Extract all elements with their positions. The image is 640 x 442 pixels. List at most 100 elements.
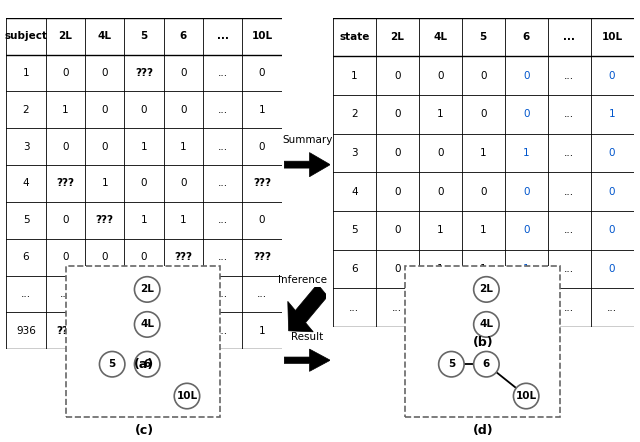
- Text: 2: 2: [351, 109, 358, 119]
- Text: 0: 0: [259, 68, 265, 78]
- Text: 0: 0: [259, 141, 265, 152]
- Text: 1: 1: [480, 148, 486, 158]
- Text: 0: 0: [259, 215, 265, 225]
- Text: 0: 0: [62, 141, 68, 152]
- Text: ...: ...: [60, 289, 70, 299]
- Text: ...: ...: [564, 264, 574, 274]
- Text: 0: 0: [141, 326, 147, 336]
- Circle shape: [474, 312, 499, 337]
- Text: 0: 0: [180, 179, 187, 188]
- Text: ...: ...: [564, 109, 574, 119]
- Text: 0: 0: [62, 215, 68, 225]
- Text: ...: ...: [218, 141, 228, 152]
- Text: 0: 0: [437, 71, 444, 81]
- Text: 0: 0: [523, 225, 529, 236]
- Text: 0: 0: [609, 264, 616, 274]
- Text: 0: 0: [523, 71, 529, 81]
- Text: 1: 1: [180, 215, 187, 225]
- Text: 1: 1: [437, 109, 444, 119]
- Text: 4L: 4L: [98, 31, 112, 41]
- Text: 0: 0: [141, 105, 147, 115]
- Text: 0: 0: [180, 68, 187, 78]
- Text: 0: 0: [394, 187, 401, 197]
- Text: 0: 0: [523, 109, 529, 119]
- Text: ???: ???: [56, 326, 74, 336]
- Text: ...: ...: [218, 105, 228, 115]
- Text: 0: 0: [523, 187, 529, 197]
- Text: 6: 6: [483, 359, 490, 369]
- Circle shape: [134, 351, 160, 377]
- Text: ???: ???: [135, 68, 153, 78]
- Text: 1: 1: [351, 71, 358, 81]
- Text: 0: 0: [609, 225, 616, 236]
- Text: 0: 0: [394, 71, 401, 81]
- Text: ???: ???: [253, 252, 271, 262]
- Text: Summary: Summary: [282, 135, 332, 145]
- Text: 4L: 4L: [433, 32, 447, 42]
- Text: ...: ...: [139, 289, 149, 299]
- Text: ...: ...: [216, 31, 228, 41]
- Circle shape: [474, 277, 499, 302]
- Polygon shape: [288, 284, 328, 332]
- Text: ???: ???: [253, 179, 271, 188]
- Text: state: state: [339, 32, 369, 42]
- Circle shape: [99, 351, 125, 377]
- Text: 4: 4: [23, 179, 29, 188]
- Text: 0: 0: [101, 141, 108, 152]
- Text: ...: ...: [218, 252, 228, 262]
- Text: ...: ...: [218, 179, 228, 188]
- Text: 0: 0: [180, 326, 187, 336]
- Text: ...: ...: [218, 68, 228, 78]
- Text: (b): (b): [473, 336, 493, 349]
- Text: 0: 0: [609, 148, 616, 158]
- Text: 5: 5: [479, 32, 487, 42]
- Text: ...: ...: [564, 303, 574, 313]
- Text: 2L: 2L: [58, 31, 72, 41]
- Text: 0: 0: [480, 109, 486, 119]
- Text: 2L: 2L: [390, 32, 404, 42]
- Text: 1: 1: [480, 264, 486, 274]
- Text: ...: ...: [100, 289, 109, 299]
- Polygon shape: [284, 152, 330, 177]
- Text: 0: 0: [609, 71, 616, 81]
- Text: 1: 1: [437, 264, 444, 274]
- Text: ???: ???: [174, 252, 192, 262]
- Text: 6: 6: [180, 31, 187, 41]
- Text: ...: ...: [564, 71, 574, 81]
- Text: ...: ...: [564, 148, 574, 158]
- Text: 10L: 10L: [516, 391, 537, 401]
- Text: 6: 6: [351, 264, 358, 274]
- Text: 4: 4: [351, 187, 358, 197]
- Text: ...: ...: [349, 303, 359, 313]
- Text: 10L: 10L: [177, 391, 198, 401]
- Text: (c): (c): [134, 424, 154, 438]
- Text: 3: 3: [351, 148, 358, 158]
- Text: 1: 1: [141, 141, 147, 152]
- Text: 936: 936: [16, 326, 36, 336]
- Text: 6: 6: [143, 359, 151, 369]
- Text: ...: ...: [179, 289, 188, 299]
- Text: ...: ...: [218, 289, 228, 299]
- Text: 2: 2: [23, 105, 29, 115]
- Text: 1: 1: [141, 215, 147, 225]
- Text: 1: 1: [523, 148, 529, 158]
- Text: 0: 0: [141, 179, 147, 188]
- Text: 4L: 4L: [479, 320, 493, 329]
- Text: 5: 5: [140, 31, 148, 41]
- Text: 5: 5: [109, 359, 116, 369]
- Text: 5: 5: [448, 359, 455, 369]
- Circle shape: [438, 351, 464, 377]
- Text: 5: 5: [351, 225, 358, 236]
- Text: 0: 0: [609, 187, 616, 197]
- Text: 0: 0: [62, 68, 68, 78]
- Text: 0: 0: [101, 105, 108, 115]
- Text: Result: Result: [291, 332, 323, 342]
- Text: 2L: 2L: [479, 284, 493, 294]
- Text: ...: ...: [478, 303, 488, 313]
- Text: 10L: 10L: [602, 32, 623, 42]
- Text: ...: ...: [435, 303, 445, 313]
- Text: ...: ...: [392, 303, 403, 313]
- Text: 0: 0: [141, 252, 147, 262]
- Text: 0: 0: [180, 105, 187, 115]
- Text: 0: 0: [480, 71, 486, 81]
